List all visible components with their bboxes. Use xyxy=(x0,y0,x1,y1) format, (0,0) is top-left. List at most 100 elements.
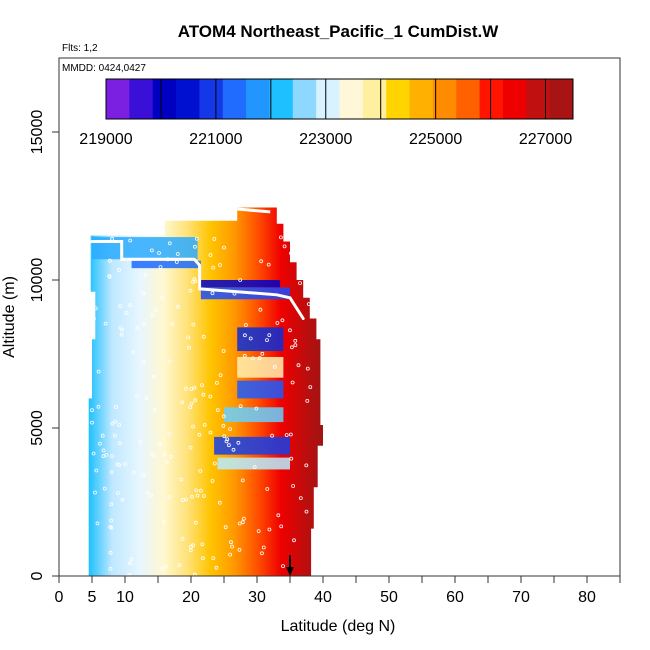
sample-point xyxy=(164,459,169,464)
sample-point xyxy=(113,433,117,438)
sample-point xyxy=(276,513,281,518)
sample-point xyxy=(141,291,146,296)
data-band xyxy=(224,407,284,423)
sample-point xyxy=(152,407,157,412)
sample-point xyxy=(127,561,132,566)
sample-point xyxy=(259,551,264,556)
sample-point xyxy=(160,566,165,571)
sample-point xyxy=(284,433,289,437)
sample-point xyxy=(101,454,106,459)
y-tick-label: 15000 xyxy=(29,110,46,155)
sample-point xyxy=(162,519,166,524)
sample-point xyxy=(280,318,285,323)
sample-point xyxy=(117,441,122,446)
sample-point xyxy=(142,322,147,327)
sample-point xyxy=(192,277,197,282)
x-tick-label: 30 xyxy=(248,589,266,606)
sample-point xyxy=(108,550,113,555)
sample-point xyxy=(110,454,114,458)
sample-point xyxy=(300,243,305,248)
colorbar-tick-label: 223000 xyxy=(299,131,352,148)
sample-point xyxy=(250,356,255,361)
sample-point xyxy=(184,497,189,502)
sample-point xyxy=(128,303,133,308)
sample-point xyxy=(278,235,283,240)
sample-point xyxy=(288,432,293,437)
sample-point xyxy=(293,343,298,348)
sample-point xyxy=(292,538,296,543)
sample-point xyxy=(129,557,134,561)
x-axis-label: Latitude (deg N) xyxy=(281,618,396,635)
sample-point xyxy=(167,359,172,364)
colorbar-swatch xyxy=(129,79,154,119)
sample-point xyxy=(91,451,96,456)
sample-point xyxy=(144,396,149,401)
sample-point xyxy=(243,323,248,327)
sample-point xyxy=(200,383,204,388)
colorbar-swatch xyxy=(152,79,177,119)
colorbar-swatch xyxy=(106,79,130,119)
y-tick-label: 10000 xyxy=(29,258,46,303)
sample-point xyxy=(107,274,112,279)
colorbar-tick-label: 219000 xyxy=(79,131,132,148)
sample-point xyxy=(212,237,217,241)
sample-point xyxy=(152,374,156,379)
sample-point xyxy=(93,490,97,495)
sample-point xyxy=(192,385,197,390)
chart-title: ATOM4 Northeast_Pacific_1 CumDist.W xyxy=(178,22,500,41)
sample-point xyxy=(152,454,156,458)
sample-point xyxy=(223,525,228,530)
sample-point xyxy=(281,564,285,568)
sample-point xyxy=(94,468,99,473)
sample-point xyxy=(193,279,198,284)
sample-point xyxy=(266,262,271,267)
sample-point xyxy=(194,488,199,493)
sample-point xyxy=(104,452,109,457)
sample-point xyxy=(200,556,205,561)
sample-point xyxy=(201,494,206,498)
sample-point xyxy=(256,529,261,533)
sample-point xyxy=(210,291,215,296)
sample-point xyxy=(289,456,294,461)
colorbar-swatch xyxy=(176,79,200,119)
sample-point xyxy=(308,385,313,390)
colorbar-swatch xyxy=(549,79,574,119)
y-tick-label: 5000 xyxy=(29,410,46,446)
sample-point xyxy=(215,408,220,413)
colorbar-frame xyxy=(105,78,574,120)
sample-point xyxy=(237,521,242,526)
sample-point xyxy=(225,437,230,442)
sample-point xyxy=(202,422,207,427)
sample-point xyxy=(127,573,132,576)
sample-point xyxy=(191,279,195,284)
sample-point xyxy=(305,366,310,371)
sample-point xyxy=(115,462,120,467)
sample-point xyxy=(201,334,206,339)
sample-point xyxy=(143,273,148,277)
sample-point xyxy=(109,470,114,475)
sample-point xyxy=(198,468,203,473)
sample-point xyxy=(191,322,196,327)
sample-point xyxy=(92,316,96,321)
sample-point xyxy=(242,353,247,358)
sample-point xyxy=(289,345,294,350)
sample-point xyxy=(291,484,296,488)
sample-point xyxy=(188,288,193,293)
x-tick-label: 50 xyxy=(380,589,398,606)
sample-point xyxy=(217,500,222,505)
sample-point xyxy=(201,392,206,397)
sample-point xyxy=(150,313,155,317)
sample-point xyxy=(188,445,193,450)
sample-point xyxy=(260,351,265,356)
sample-point xyxy=(158,265,163,269)
sample-point xyxy=(208,394,213,399)
data-band xyxy=(237,380,284,399)
sample-point xyxy=(90,420,94,425)
sample-point xyxy=(305,276,310,281)
sample-point xyxy=(221,414,226,419)
sample-point xyxy=(267,527,272,532)
sample-point xyxy=(212,461,217,466)
sample-point xyxy=(120,327,124,332)
sample-point xyxy=(279,524,284,529)
sample-point xyxy=(193,398,198,403)
